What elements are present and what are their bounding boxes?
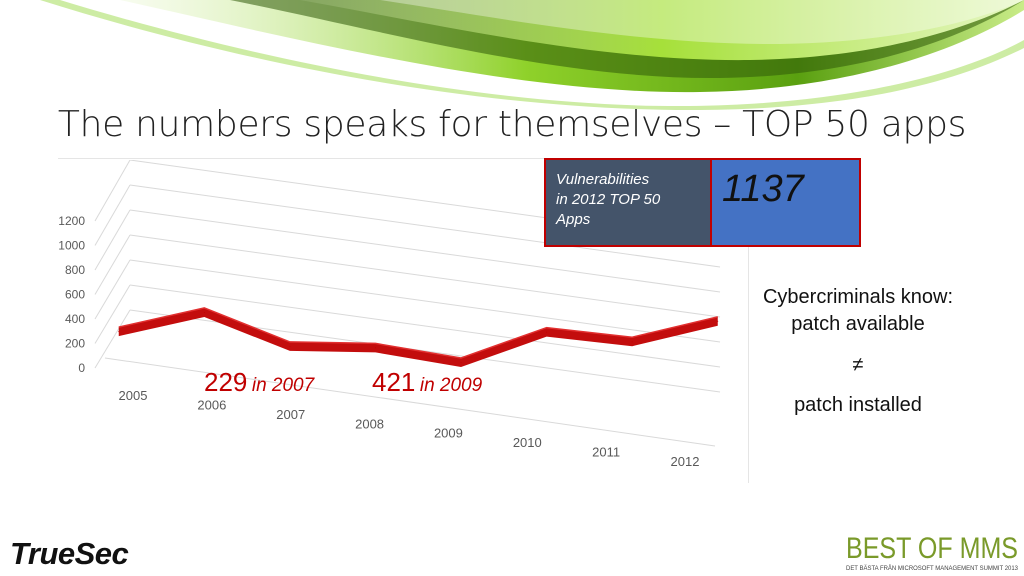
- callout-label-box: Vulnerabilities in 2012 TOP 50 Apps: [544, 158, 712, 247]
- truesec-logo: TrueSec: [10, 536, 129, 571]
- side-text-line2: patch available: [791, 313, 925, 335]
- y-tick-label: 0: [78, 361, 85, 375]
- data-point: [203, 311, 205, 313]
- svg-text:BEST OF MMS: BEST OF MMS: [846, 532, 1018, 565]
- x-tick-label: 2010: [513, 435, 542, 450]
- data-point: [546, 331, 548, 333]
- y-tick-label: 600: [65, 288, 85, 302]
- svg-text:DET BÄSTA FRÅN MICROSOFT MANAG: DET BÄSTA FRÅN MICROSOFT MANAGEMENT SUMM…: [846, 563, 1018, 572]
- gridline: [129, 284, 721, 368]
- series-line: [118, 307, 718, 359]
- y-tick-label: 200: [65, 337, 85, 351]
- gridline: [129, 209, 721, 293]
- data-point: [460, 362, 462, 363]
- series-ribbon: [118, 307, 718, 367]
- gridline: [129, 184, 721, 268]
- data-point: [374, 347, 376, 349]
- callout-value-box: 1137: [712, 158, 861, 247]
- gridline: [94, 209, 131, 271]
- not-equal-symbol: ≠: [852, 354, 864, 376]
- gridline: [94, 234, 131, 295]
- data-point: [717, 320, 719, 322]
- gridline: [94, 184, 131, 246]
- y-tick-label: 800: [65, 263, 85, 277]
- vertical-divider: [748, 158, 749, 483]
- floor-edge: [104, 357, 716, 447]
- y-tick-label: 400: [65, 312, 85, 326]
- data-point: [118, 331, 120, 333]
- callout-label-line: in 2012 TOP 50: [556, 191, 661, 208]
- gridline: [94, 309, 131, 369]
- gridline: [94, 259, 131, 320]
- x-tick-label: 2008: [355, 416, 384, 431]
- title-divider: [58, 158, 748, 159]
- y-tick-label: 1200: [58, 214, 85, 228]
- annotation-2009-suffix: in 2009: [419, 375, 483, 396]
- annotation-2009-number: 421: [372, 367, 416, 397]
- x-tick-label: 2009: [434, 426, 463, 441]
- x-tick-label: 2005: [119, 388, 148, 403]
- annotation-2007: 229 in 2007: [204, 367, 314, 398]
- side-text-line1: Cybercriminals know:: [762, 286, 954, 308]
- gridline: [94, 284, 131, 344]
- annotation-2007-suffix: in 2007: [251, 375, 315, 396]
- x-tick-label: 2011: [592, 445, 620, 460]
- data-point: [289, 345, 291, 347]
- callout-label-line: Vulnerabilities: [556, 171, 650, 188]
- annotation-2009: 421 in 2009: [372, 367, 482, 398]
- callout-value: 1137: [722, 168, 804, 210]
- best-of-mms-logo: BEST OF MMS DET BÄSTA FRÅN MICROSOFT MAN…: [846, 532, 1018, 572]
- annotation-2007-number: 229: [204, 367, 248, 397]
- gridline: [129, 259, 721, 343]
- vulnerabilities-line-chart: 0 200 400 600 800 1000 1200 2005 2006 2007 2008 200…: [58, 160, 721, 469]
- x-tick-label: 2006: [197, 397, 226, 412]
- green-swoosh-banner: [40, 0, 1024, 110]
- side-text-line3: patch installed: [794, 394, 922, 416]
- gridline: [94, 160, 131, 222]
- x-tick-label: 2012: [671, 454, 700, 469]
- y-tick-label: 1000: [58, 239, 85, 253]
- gridline: [129, 234, 721, 318]
- slide-title: The numbers speaks for themselves – TOP …: [57, 104, 967, 145]
- x-tick-label: 2007: [276, 407, 305, 422]
- data-point: [631, 341, 633, 343]
- callout-label-line: Apps: [556, 211, 591, 228]
